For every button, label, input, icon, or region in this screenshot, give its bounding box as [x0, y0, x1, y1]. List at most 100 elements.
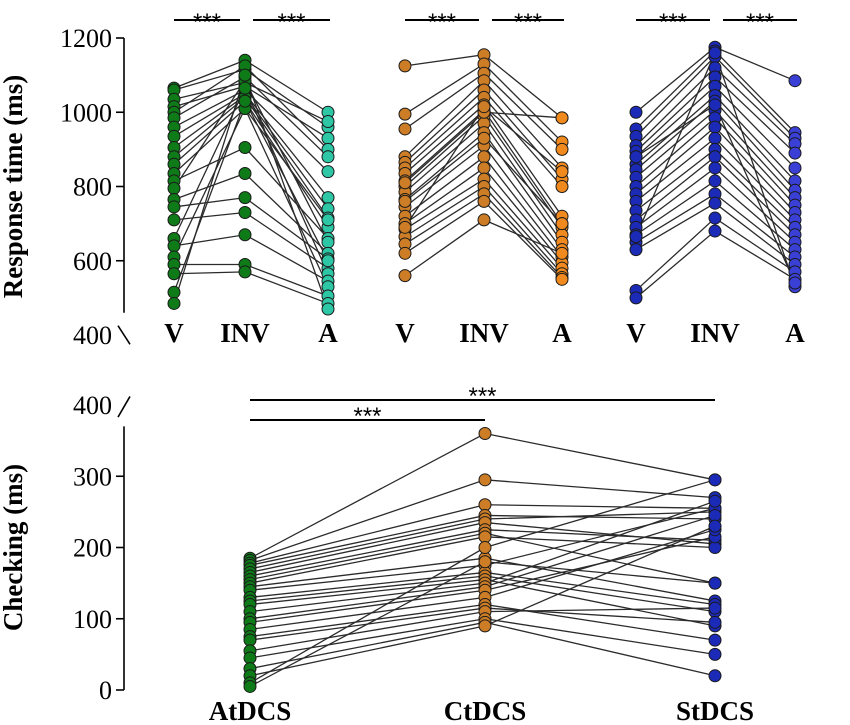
significance-label: *** [428, 9, 456, 36]
category-label: A [318, 318, 338, 348]
response-time-panel: Response time (ms) 400 600 800 1000 1200 V IN… [0, 9, 805, 350]
category-label: V [395, 318, 415, 348]
data-point [238, 68, 252, 82]
data-point [167, 181, 181, 195]
response-time-groups: V INV A *** *** V INV A *** *** V INV A *** *** [164, 9, 805, 348]
category-label: A [785, 318, 805, 348]
data-point [555, 217, 569, 231]
response-time-y-tick-label: 600 [73, 247, 112, 276]
checking-y-axis [117, 396, 131, 690]
data-point [478, 473, 492, 487]
data-point [321, 165, 335, 179]
data-point [477, 161, 491, 175]
data-point [708, 131, 722, 145]
data-point [708, 98, 722, 112]
response-time-y-axis-title: Response time (ms) [0, 75, 28, 298]
data-point [708, 615, 722, 629]
data-point [398, 269, 412, 283]
category-label: INV [690, 318, 740, 348]
checking-y-ticks: 0 100 200 300 400 [73, 391, 124, 705]
data-point [555, 165, 569, 179]
checking-panel: Checking (ms) 0 100 200 300 400 AtDCS CtDCS St… [0, 383, 754, 725]
significance-label: *** [746, 9, 774, 36]
category-label: A [552, 318, 572, 348]
subject-line [635, 230, 796, 299]
subject-points [243, 427, 722, 693]
data-point [555, 246, 569, 260]
data-point [478, 541, 492, 554]
data-point [555, 142, 569, 156]
data-point [708, 601, 722, 615]
data-point [788, 161, 802, 175]
checking-y-tick-label: 200 [73, 534, 112, 563]
data-point [708, 669, 722, 683]
data-point [238, 265, 252, 279]
data-point [708, 120, 722, 134]
data-point [629, 230, 643, 244]
data-point [555, 111, 569, 125]
data-point [477, 150, 491, 164]
data-point [398, 122, 412, 136]
significance-label: *** [277, 9, 305, 36]
data-point [788, 276, 802, 290]
response-time-group: V INV A *** *** [395, 9, 572, 348]
response-time-group: V INV A *** *** [164, 9, 338, 348]
response-time-y-tick-label: 1000 [60, 98, 112, 127]
response-time-y-tick-label: 400 [73, 321, 112, 350]
data-point [167, 239, 181, 253]
data-point [398, 246, 412, 260]
data-point [398, 176, 412, 190]
data-point [708, 150, 722, 164]
category-label: INV [459, 318, 509, 348]
data-point [708, 46, 722, 60]
data-point [238, 167, 252, 181]
significance-label: *** [514, 9, 542, 36]
significance-label: *** [468, 383, 496, 410]
data-point [708, 161, 722, 175]
data-point [708, 494, 722, 508]
data-point [321, 150, 335, 164]
checking-y-axis-break [117, 396, 131, 418]
checking-y-tick-label: 400 [73, 391, 112, 420]
data-point [321, 302, 335, 316]
data-point [478, 555, 492, 569]
data-point [167, 285, 181, 299]
category-label: AtDCS [209, 696, 292, 725]
data-point [477, 100, 491, 114]
data-point [788, 74, 802, 88]
data-point [167, 213, 181, 227]
data-point [167, 129, 181, 143]
category-label: V [164, 318, 184, 348]
data-point [243, 679, 257, 693]
response-time-group: V INV A *** *** [626, 9, 805, 348]
data-point [477, 131, 491, 145]
data-point [398, 220, 412, 234]
data-point [321, 213, 335, 227]
data-point [477, 194, 491, 208]
data-point [321, 191, 335, 205]
data-point [555, 180, 569, 193]
subject-points [629, 40, 802, 305]
data-point [788, 146, 802, 160]
subject-points [167, 53, 335, 316]
data-point [629, 243, 643, 257]
category-label: StDCS [676, 696, 754, 725]
data-point [708, 633, 722, 647]
data-point [629, 291, 643, 305]
data-point [238, 228, 252, 242]
checking-plot: AtDCS CtDCS StDCS *** *** [209, 383, 754, 725]
data-point [321, 235, 335, 249]
data-point [398, 59, 412, 73]
significance-label: *** [353, 403, 381, 430]
checking-y-axis-title: Checking (ms) [0, 464, 28, 631]
data-point [708, 174, 722, 188]
checking-y-tick-label: 100 [73, 605, 112, 634]
data-point [398, 107, 412, 121]
data-point [477, 213, 491, 227]
category-label: CtDCS [444, 696, 527, 725]
data-point [555, 272, 569, 286]
data-point [629, 105, 643, 119]
checking-y-tick-label: 0 [99, 676, 112, 705]
subject-points [398, 48, 569, 286]
